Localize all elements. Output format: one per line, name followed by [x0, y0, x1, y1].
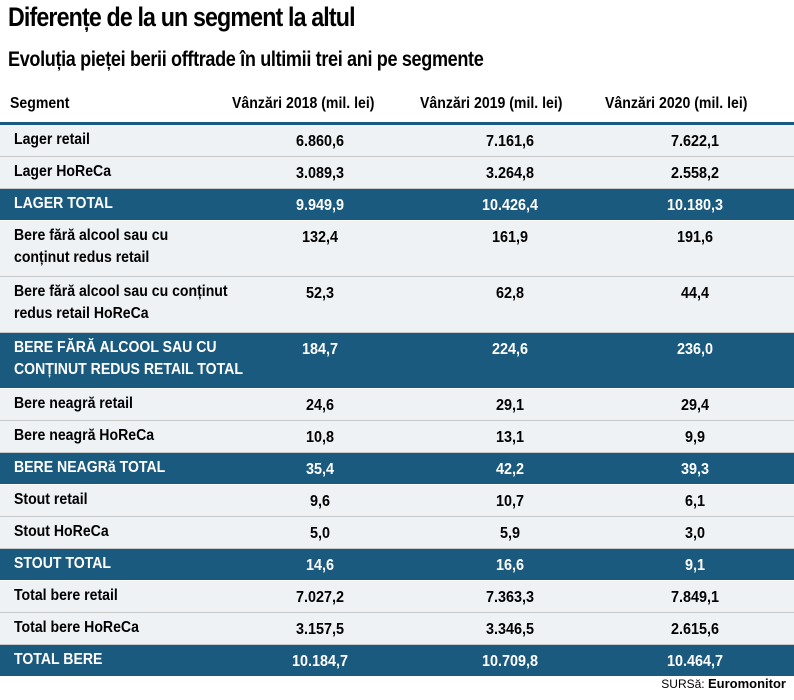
source-credit: SURSă: Euromonitor: [661, 676, 786, 691]
segment-cell: BERE FĂRĂ ALCOOL SAU CU CONȚINUT REDUS RE…: [14, 339, 243, 378]
table-row-total: STOUT TOTAL 14,6 16,6 9,1: [0, 549, 794, 581]
value-cell-2020: 10.464,7: [666, 653, 724, 670]
segment-cell: Bere fără alcool sau cu conținut redus re…: [14, 283, 228, 322]
value-cell-2020: 236,0: [676, 341, 714, 358]
value-cell-2020: 10.180,3: [666, 197, 724, 214]
header-2018: Vânzări 2018 (mil. lei): [232, 95, 375, 112]
table-row: Total bere HoReCa 3.157,5 3.346,5 2.615,6: [0, 613, 794, 645]
segment-cell: TOTAL BERE: [14, 651, 103, 668]
value-cell-2018: 10.184,7: [291, 653, 349, 670]
value-cell-2019: 10,7: [495, 493, 525, 510]
segment-cell: BERE NEAGRă TOTAL: [14, 459, 166, 476]
value-cell-2019: 29,1: [495, 397, 525, 414]
value-cell-2019: 13,1: [495, 429, 525, 446]
header-segment: Segment: [10, 95, 70, 112]
chart-title: Diferențe de la un segment la altul: [8, 2, 356, 32]
header-2019: Vânzări 2019 (mil. lei): [420, 95, 563, 112]
table-row: Stout retail 9,6 10,7 6,1: [0, 485, 794, 517]
value-cell-2018: 184,7: [301, 341, 339, 358]
table-row: Bere neagră HoReCa 10,8 13,1 9,9: [0, 421, 794, 453]
table-row: Bere fără alcool sau cu conținut redus re…: [0, 221, 794, 277]
value-cell-2020: 39,3: [680, 461, 710, 478]
segment-sales-table: Segment Vânzări 2018 (mil. lei) Vânzări …: [0, 88, 794, 677]
value-cell-2018: 132,4: [301, 229, 339, 246]
table-row: Lager retail 6.860,6 7.161,6 7.622,1: [0, 125, 794, 157]
segment-cell: Total bere retail: [14, 587, 118, 604]
value-cell-2018: 35,4: [305, 461, 335, 478]
value-cell-2019: 10.709,8: [481, 653, 539, 670]
value-cell-2018: 3.157,5: [295, 621, 345, 638]
value-cell-2019: 161,9: [491, 229, 529, 246]
value-cell-2020: 6,1: [684, 493, 706, 510]
segment-cell: Lager HoReCa: [14, 163, 112, 180]
table-row: Bere neagră retail 24,6 29,1 29,4: [0, 389, 794, 421]
table-row: Lager HoReCa 3.089,3 3.264,8 2.558,2: [0, 157, 794, 189]
segment-cell: Bere neagră HoReCa: [14, 427, 155, 444]
value-cell-2019: 62,8: [495, 285, 525, 302]
value-cell-2018: 52,3: [305, 285, 335, 302]
table-row-total: TOTAL BERE 10.184,7 10.709,8 10.464,7: [0, 645, 794, 677]
table-header: Segment Vânzări 2018 (mil. lei) Vânzări …: [0, 88, 794, 125]
value-cell-2018: 14,6: [305, 557, 335, 574]
value-cell-2019: 10.426,4: [481, 197, 539, 214]
segment-cell: Lager retail: [14, 131, 90, 148]
value-cell-2019: 3.264,8: [485, 165, 535, 182]
table-row-total: LAGER TOTAL 9.949,9 10.426,4 10.180,3: [0, 189, 794, 221]
source-label: SURSă:: [661, 677, 705, 691]
table-row: Stout HoReCa 5,0 5,9 3,0: [0, 517, 794, 549]
value-cell-2020: 7.849,1: [670, 589, 720, 606]
value-cell-2020: 191,6: [676, 229, 714, 246]
header-2020: Vânzări 2020 (mil. lei): [605, 95, 748, 112]
table-row: Bere fără alcool sau cu conținut redus re…: [0, 277, 794, 333]
value-cell-2018: 3.089,3: [295, 165, 345, 182]
value-cell-2020: 9,9: [684, 429, 706, 446]
value-cell-2019: 224,6: [491, 341, 529, 358]
segment-cell: Stout retail: [14, 491, 88, 508]
value-cell-2018: 10,8: [305, 429, 335, 446]
segment-cell: Bere neagră retail: [14, 395, 133, 412]
value-cell-2020: 2.558,2: [670, 165, 720, 182]
segment-cell: Stout HoReCa: [14, 523, 109, 540]
value-cell-2018: 6.860,6: [295, 133, 345, 150]
source-name: Euromonitor: [708, 676, 786, 691]
value-cell-2019: 5,9: [499, 525, 521, 542]
value-cell-2019: 3.346,5: [485, 621, 535, 638]
value-cell-2018: 7.027,2: [295, 589, 345, 606]
value-cell-2020: 29,4: [680, 397, 710, 414]
value-cell-2020: 7.622,1: [670, 133, 720, 150]
segment-cell: STOUT TOTAL: [14, 555, 111, 572]
table-row: Total bere retail 7.027,2 7.363,3 7.849,1: [0, 581, 794, 613]
value-cell-2019: 7.363,3: [485, 589, 535, 606]
value-cell-2019: 16,6: [495, 557, 525, 574]
segment-cell: Total bere HoReCa: [14, 619, 139, 636]
value-cell-2018: 9,6: [309, 493, 331, 510]
value-cell-2020: 9,1: [684, 557, 706, 574]
table-row-total: BERE NEAGRă TOTAL 35,4 42,2 39,3: [0, 453, 794, 485]
value-cell-2018: 24,6: [305, 397, 335, 414]
value-cell-2019: 7.161,6: [485, 133, 535, 150]
table-row-total: BERE FĂRĂ ALCOOL SAU CU CONȚINUT REDUS RE…: [0, 333, 794, 389]
value-cell-2020: 3,0: [684, 525, 706, 542]
value-cell-2020: 2.615,6: [670, 621, 720, 638]
value-cell-2020: 44,4: [680, 285, 710, 302]
chart-subtitle: Evoluția pieței berii offtrade în ultimi…: [8, 48, 484, 71]
segment-cell: LAGER TOTAL: [14, 195, 113, 212]
table-body: Lager retail 6.860,6 7.161,6 7.622,1 Lager H…: [0, 125, 794, 677]
value-cell-2019: 42,2: [495, 461, 525, 478]
value-cell-2018: 9.949,9: [295, 197, 345, 214]
segment-cell: Bere fără alcool sau cu conținut redus re…: [14, 227, 169, 266]
value-cell-2018: 5,0: [309, 525, 331, 542]
